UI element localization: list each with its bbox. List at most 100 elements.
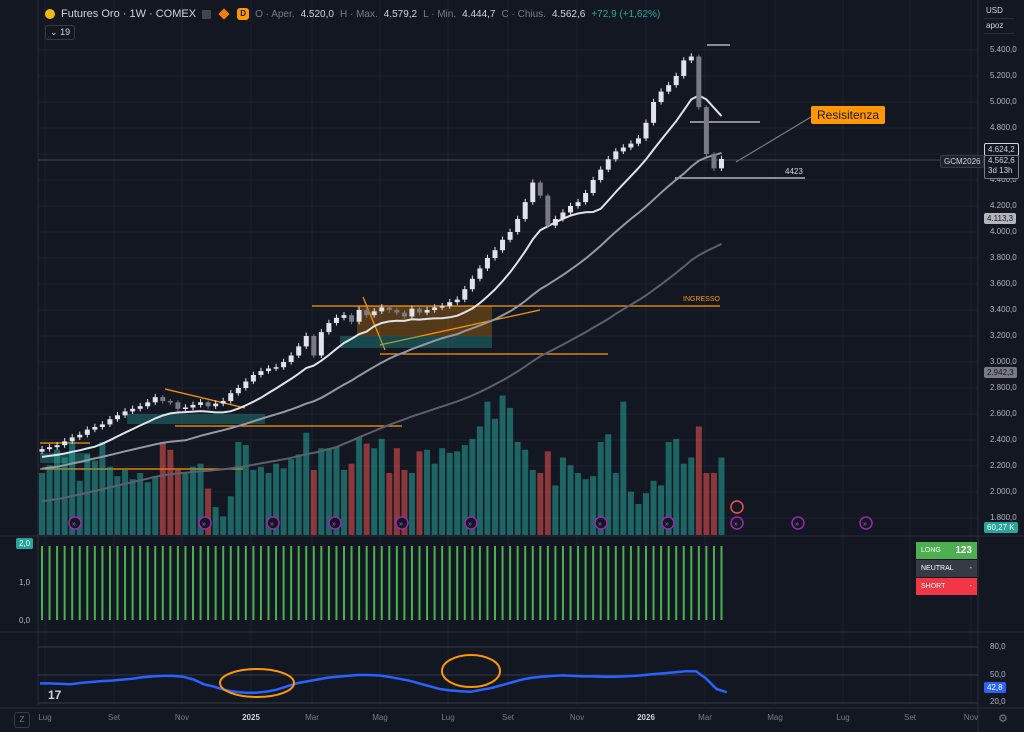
candle-body — [598, 169, 604, 180]
alert-marker-icon — [730, 500, 744, 514]
signal-table: LONG 123 NEUTRAL - SHORT - — [916, 542, 977, 596]
signal-bar — [237, 546, 240, 620]
symbol-tag: GCM2026 — [940, 155, 985, 168]
volume-bar — [559, 457, 566, 535]
signal-bar — [441, 546, 444, 620]
candle-body — [447, 302, 453, 307]
candle-body — [296, 346, 302, 356]
candle-body — [484, 258, 490, 269]
volume-bar — [273, 463, 280, 535]
candle-body — [205, 402, 211, 407]
price-tick-label: 4.000,0 — [990, 227, 1017, 236]
candle-body — [356, 310, 362, 322]
signal-bar — [554, 546, 557, 620]
ma-mid-line — [41, 151, 722, 470]
zoom-reset-icon[interactable]: Z — [14, 712, 30, 728]
volume-bar — [635, 504, 642, 535]
scale-mode[interactable]: apoz — [984, 19, 1014, 34]
time-tick-label: Mag — [372, 713, 388, 722]
drawing-line — [362, 296, 386, 351]
event-marker-icon — [594, 516, 608, 530]
flag-icon[interactable] — [202, 9, 212, 19]
signal-bar — [358, 546, 361, 620]
diamond-icon — [218, 8, 230, 20]
candle-body — [454, 299, 460, 303]
volume-bar — [469, 438, 476, 535]
last-price-tag: 4.562,6 3d 13h — [984, 155, 1019, 179]
tradingview-logo[interactable]: 17 — [48, 688, 62, 702]
signal-bar — [290, 546, 293, 620]
candle-body — [643, 122, 649, 139]
event-marker-icon — [328, 516, 342, 530]
signal-bar — [675, 546, 678, 620]
candle-body — [409, 308, 415, 317]
candle-body — [160, 397, 166, 401]
volume-bar — [529, 469, 536, 535]
candle-body — [115, 415, 120, 420]
price-tick-label: 2.200,0 — [990, 461, 1017, 470]
signal-bar — [720, 546, 723, 620]
volume-bar — [710, 473, 717, 535]
signal-bar — [614, 546, 617, 620]
gear-icon[interactable]: ⚙ — [998, 713, 1008, 725]
signal-bar — [297, 546, 300, 620]
candle-body — [326, 323, 332, 333]
volume-bar — [371, 448, 378, 535]
volume-bar — [257, 466, 264, 535]
volume-bar — [182, 473, 189, 535]
chevron-down-icon: ⌄ — [50, 27, 58, 37]
volume-bar — [492, 418, 498, 535]
volume-bar — [567, 465, 574, 535]
candle-body — [371, 311, 377, 316]
signal-bar — [380, 546, 383, 620]
signal-bar — [494, 546, 496, 620]
signal-bar — [108, 546, 111, 620]
signal-bar — [531, 546, 534, 620]
symbol-title[interactable]: Futures Oro · 1W · COMEX — [61, 8, 197, 20]
signal-bar — [222, 546, 225, 620]
event-marker-icon — [730, 516, 744, 530]
candle-body — [145, 402, 151, 407]
candle-body — [152, 397, 158, 403]
high-label: H · Max. — [339, 8, 378, 20]
volume-bar — [484, 401, 491, 535]
candle-body — [477, 268, 483, 279]
indicator-toggle[interactable]: ⌄ 19 — [45, 25, 76, 40]
volume-bar — [114, 476, 121, 535]
event-marker-icon — [68, 516, 82, 530]
volume-bar — [235, 442, 242, 535]
volume-bar — [152, 476, 159, 535]
candle-body — [469, 278, 475, 290]
candle-body — [243, 381, 249, 388]
signal-bar — [161, 546, 164, 620]
volume-bar — [144, 482, 151, 535]
time-tick-label: 2026 — [637, 713, 655, 722]
volume-bar — [627, 491, 634, 535]
volume-bar — [348, 463, 355, 535]
candle-body — [666, 85, 672, 92]
candle-body — [281, 362, 287, 368]
signal-bar — [63, 546, 66, 620]
candle-body — [167, 401, 173, 403]
candle-body — [386, 307, 392, 310]
neutral-row: NEUTRAL - — [916, 560, 977, 578]
change-value: +72,9 (+1,62%) — [591, 8, 661, 20]
volume-bar — [174, 469, 181, 535]
volume-bar — [122, 469, 129, 535]
signal-bar — [584, 546, 587, 620]
candle-body — [318, 332, 324, 356]
volume-bar — [695, 426, 702, 535]
event-marker-arrow: » — [795, 521, 799, 528]
volume-bar — [552, 485, 559, 535]
signal-bar — [78, 546, 81, 620]
currency-select[interactable]: USD — [984, 4, 1014, 19]
candle-body — [507, 232, 513, 240]
volume-bar — [454, 451, 461, 535]
volume-bar — [393, 448, 400, 535]
signal-bar — [637, 546, 640, 620]
volume-bar — [61, 457, 68, 535]
signal-bar — [192, 546, 194, 620]
ma-slow-tag: 2.942,3 — [984, 367, 1017, 378]
resistance-callout[interactable]: Resisitenza — [811, 106, 886, 124]
signal-bar — [124, 546, 127, 620]
